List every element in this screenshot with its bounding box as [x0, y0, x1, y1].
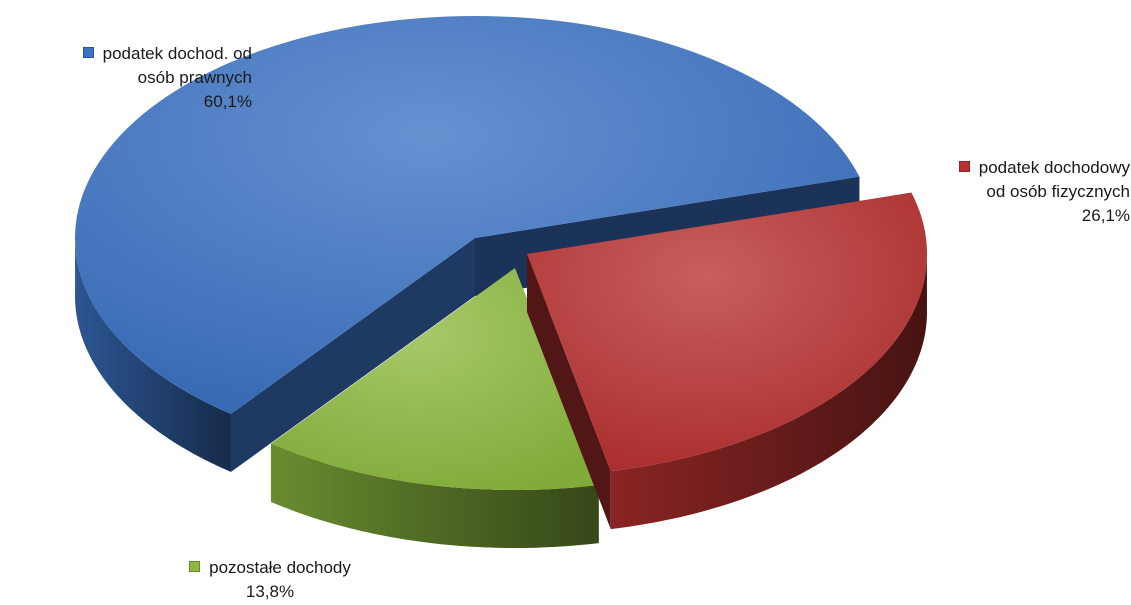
slice-label-other-income: pozostałe dochody 13,8%	[150, 556, 390, 604]
legend-swatch-corporate-tax	[82, 47, 94, 58]
slice-other-income-rim-0	[270, 443, 599, 548]
slice-label-personal-tax-line1: podatek dochodowy	[978, 158, 1130, 177]
slice-value-corporate-tax: 60,1%	[203, 92, 252, 111]
slice-label-personal-tax: podatek dochodowy od osób fizycznych 26,…	[880, 156, 1130, 228]
slice-value-personal-tax: 26,1%	[1081, 206, 1130, 225]
slice-value-other-income: 13,8%	[245, 582, 295, 601]
slice-label-corporate-tax-line1: podatek dochod. od	[102, 44, 252, 63]
slice-personal-tax-cut-end	[527, 254, 611, 530]
slice-label-corporate-tax: podatek dochod. od osób prawnych 60,1%	[12, 42, 252, 114]
slice-corporate-tax-cut-start	[230, 238, 475, 472]
slice-other-income	[270, 268, 599, 548]
slice-personal-tax-rim-0	[610, 250, 927, 530]
legend-swatch-other-income	[189, 561, 201, 572]
slice-corporate-tax-top	[75, 16, 860, 414]
legend-swatch-personal-tax	[958, 161, 970, 172]
slice-label-corporate-tax-line2: osób prawnych	[137, 68, 252, 87]
slice-corporate-tax-rim-0	[75, 233, 231, 472]
slice-personal-tax	[527, 192, 927, 530]
slice-label-personal-tax-line2: od osób fizycznych	[986, 182, 1130, 201]
slice-other-income-top	[270, 268, 599, 490]
slice-personal-tax-top	[527, 192, 927, 472]
slice-label-other-income-line1: pozostałe dochody	[209, 558, 351, 577]
